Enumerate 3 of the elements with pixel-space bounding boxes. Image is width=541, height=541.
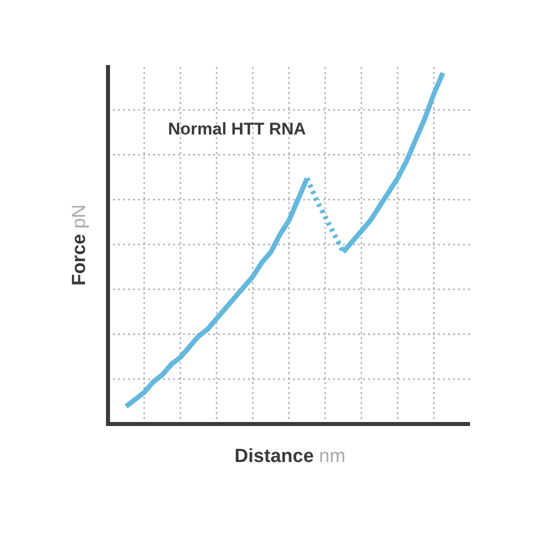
y-axis-title: Force pN: [69, 204, 90, 286]
x-axis-title: Distance nm: [234, 446, 346, 467]
text: Normal HTT RNA: [168, 120, 306, 139]
